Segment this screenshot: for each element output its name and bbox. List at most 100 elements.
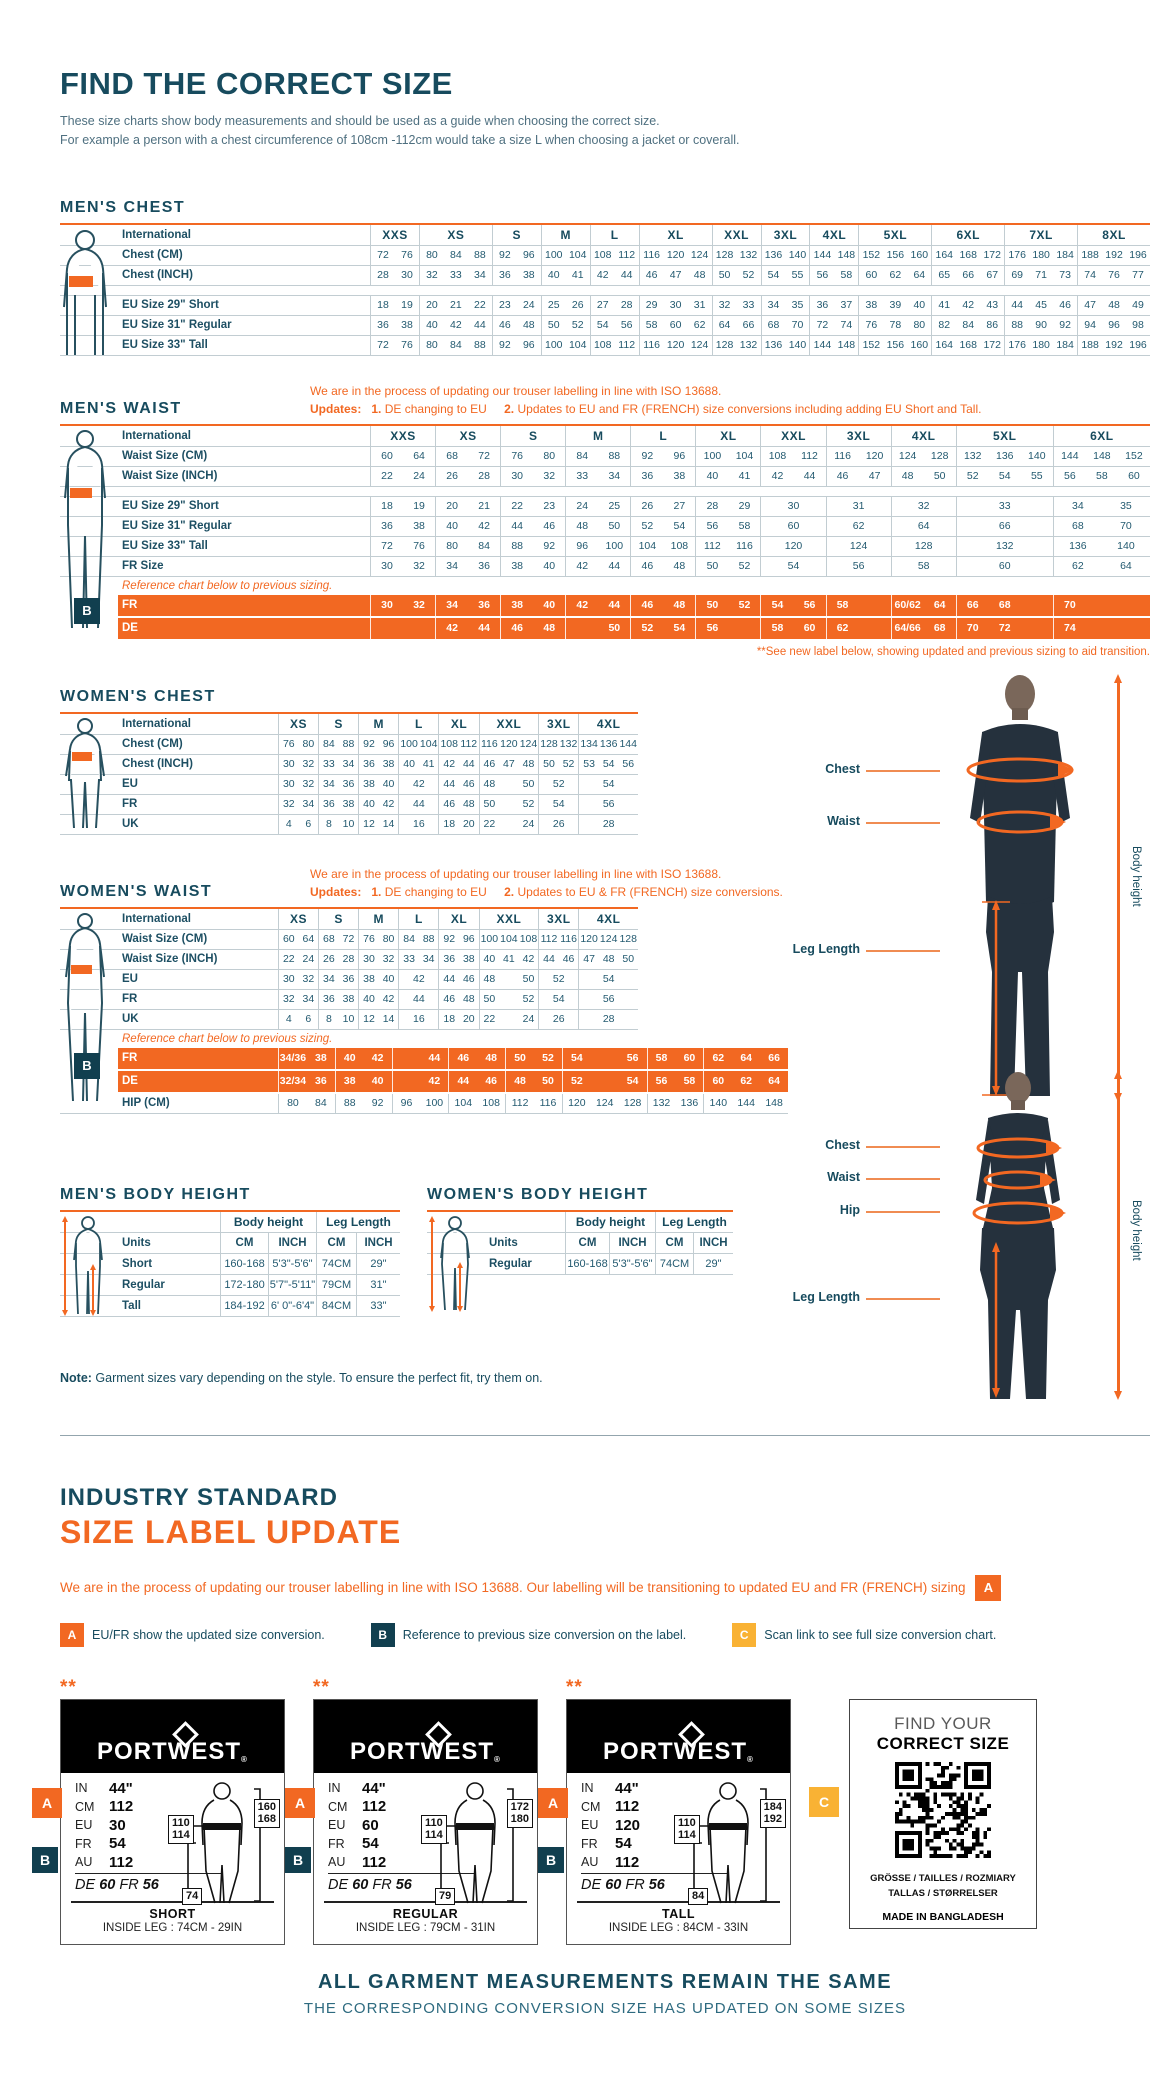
table-cell: 52 [738, 599, 751, 612]
table-cell: 92 [498, 339, 511, 352]
table-cell: 140 [1028, 450, 1046, 463]
table-cell: L [659, 428, 668, 443]
table-cell: 104 [454, 1097, 473, 1110]
underline [75, 1873, 223, 1875]
table-cell: 100 [400, 738, 418, 751]
table-cell: 38 [413, 520, 425, 533]
label-size-row: AU 112 [581, 1853, 640, 1871]
table-cell: 52 [522, 798, 535, 811]
table-cell: XXL [724, 227, 749, 242]
table-cell: 16 [413, 1013, 425, 1026]
table-cell: 34 [342, 758, 355, 771]
table-cell: 62 [1072, 560, 1084, 573]
table-cell: 50 [522, 973, 535, 986]
table-cell: 3XL [773, 227, 798, 242]
womens-body-height-table: Body height Leg Length Units CM INCH CM INCH Re… [427, 1209, 733, 1312]
table-cell: 140 [709, 1097, 728, 1110]
table-cell: 32 [543, 470, 556, 483]
table-cell: 32 [718, 299, 731, 312]
row-label: EU Size 33" Tall [122, 339, 208, 352]
row-label: EU [122, 973, 138, 986]
table-row: FR 32 34 36 38 40 42 44 46 48 50 52 54 56 [60, 989, 638, 1010]
table-cell: 30 [282, 778, 295, 791]
industry-heading-1: INDUSTRY STANDARD [60, 1483, 338, 1511]
table-cell: 84 [323, 738, 335, 751]
table-row: EU 30 32 34 36 38 40 42 44 46 48 50 52 54 [60, 969, 638, 990]
table-cell: 52 [641, 622, 654, 635]
table-cell: 56 [803, 599, 816, 612]
leg-measure-box: 84 [688, 1888, 709, 1905]
table-cell: 58 [917, 560, 930, 573]
table-cell: 72 [478, 450, 490, 463]
table-cell: 132 [739, 249, 758, 262]
table-row: FR Size 30 32 34 36 38 40 42 44 46 48 50 52 54 56 58 60 6… [60, 556, 1150, 577]
table-cell: 72 [377, 339, 389, 352]
table-cell: 26 [552, 818, 565, 831]
table-cell: 152 [862, 249, 881, 262]
row-label: FR [122, 798, 138, 811]
table-cell: 56 [852, 560, 865, 573]
pointer-line [866, 1210, 940, 1213]
legend-item-c: C Scan link to see full size conversion … [732, 1622, 996, 1647]
table-cell: 58 [738, 520, 751, 533]
mens-chest-section: MEN'S CHEST International XXS XS S M L XL XXL 3X… [60, 199, 1150, 356]
table-cell: 108 [482, 1097, 500, 1110]
table-cell: 60 [712, 1075, 725, 1088]
table-header-row: International XS S M L XL XXL 3XL 4XL [60, 713, 638, 735]
table-row: DE 32/34 36 38 40 42 44 46 48 50 52 54 56 58 60 62 64 [60, 1070, 788, 1094]
table-cell: 68 [767, 319, 780, 332]
table-row: UK 4 6 8 10 12 14 16 18 20 22 24 26 28 [60, 814, 638, 835]
table-cell: 54 [787, 560, 800, 573]
table-cell: 104 [735, 450, 754, 463]
table-cell: Body height [565, 1211, 655, 1233]
table-cell: XS [459, 428, 477, 443]
table-cell: 124 [690, 339, 709, 352]
lower-zone: WOMEN'S CHEST International XS S M L XL XXL 3XL… [60, 673, 1150, 1400]
table-cell: 34 [608, 470, 621, 483]
table-cell: 76 [401, 339, 413, 352]
table-cell: 46 [457, 1052, 470, 1065]
table-row: Waist Size (INCH) 22 24 26 28 30 32 33 34 36 38 40 4… [60, 466, 1150, 487]
table-cell: 29" [693, 1253, 733, 1275]
table-cell: XXL [496, 911, 522, 926]
table-cell: 104 [500, 933, 518, 946]
badge-a: A [60, 1622, 84, 1647]
update1-num: 1. [371, 401, 382, 416]
table-cell: XXL [496, 716, 522, 731]
table-cell: 156 [886, 249, 905, 262]
table-cell: 38 [363, 973, 375, 986]
table-cell: 100 [605, 540, 624, 553]
table-cell: 38 [462, 953, 475, 966]
table-cell: 22 [474, 299, 486, 312]
table-cell: 60 [381, 450, 393, 463]
table-cell: INCH [268, 1232, 316, 1254]
table-cell: 26 [323, 953, 335, 966]
table-cell: 27 [673, 500, 686, 513]
table-cell: 22 [483, 818, 496, 831]
table-cell: 60 [683, 1052, 696, 1065]
table-cell: 42 [443, 758, 456, 771]
table-cell: 50 [608, 520, 621, 533]
table-cell: 48 [673, 599, 686, 612]
badge-a: A [975, 1574, 1002, 1601]
table-cell: 40 [403, 758, 415, 771]
table-cell: 50 [718, 269, 731, 282]
table-cell: 196 [1129, 249, 1147, 262]
label-size-row: IN 44" [581, 1779, 639, 1797]
pointer-line [866, 949, 940, 952]
table-cell: 60 [787, 520, 800, 533]
table-cell: 46 [462, 778, 475, 791]
label-size-row: CM 112 [328, 1798, 387, 1815]
table-cell: 5'3"-5'6" [268, 1253, 316, 1275]
table-cell: 120 [865, 450, 884, 463]
update2-num: 2. [504, 884, 515, 899]
table-cell: 58 [771, 622, 784, 635]
table-cell: 60 [1128, 470, 1140, 483]
table-cell: 172 [983, 249, 1001, 262]
table-cell: 80 [382, 933, 395, 946]
table-cell: 10 [342, 1013, 355, 1026]
table-cell: 47 [503, 758, 515, 771]
table-cell: 152 [1125, 450, 1143, 463]
table-cell: 34 [422, 953, 435, 966]
